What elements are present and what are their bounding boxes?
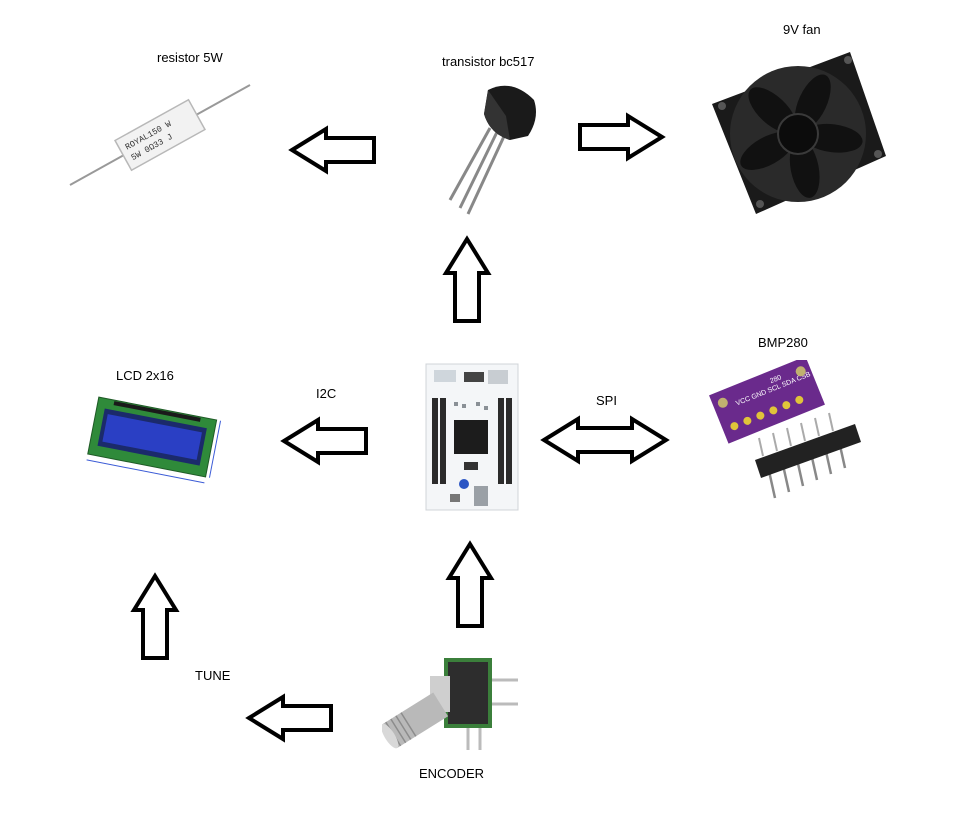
label-transistor: transistor bc517: [442, 54, 535, 69]
arrow-to-fan: [578, 112, 666, 162]
arrow-to-lcd: [280, 416, 368, 466]
label-fan: 9V fan: [783, 22, 821, 37]
transistor-image: [448, 85, 536, 215]
bmp-print-part: 280: [769, 374, 783, 385]
arrow-encoder-to-board: [445, 540, 495, 628]
encoder-image: [382, 658, 518, 750]
fan-image: [712, 52, 886, 214]
resistor-image: ROYAL150 W 5W 0Ω33 J: [69, 84, 251, 186]
bmp280-image: VCC GND SCL SDA CSB SDO 280: [709, 360, 861, 499]
label-encoder: ENCODER: [419, 766, 485, 781]
label-tune: TUNE: [195, 668, 231, 683]
label-resistor: resistor 5W: [157, 50, 223, 65]
label-lcd: LCD 2x16: [116, 368, 174, 383]
arrow-tune-to-lcd: [130, 572, 180, 660]
arrow-to-transistor: [442, 235, 492, 323]
lcd-image: [86, 396, 222, 484]
label-i2c: I2C: [316, 386, 337, 401]
arrow-spi-bidirectional: [540, 415, 670, 465]
nucleo-board-image: [425, 363, 519, 511]
arrow-to-tune: [245, 693, 333, 743]
label-bmp: BMP280: [758, 335, 808, 350]
label-spi: SPI: [596, 393, 617, 408]
arrow-to-resistor: [288, 125, 376, 175]
